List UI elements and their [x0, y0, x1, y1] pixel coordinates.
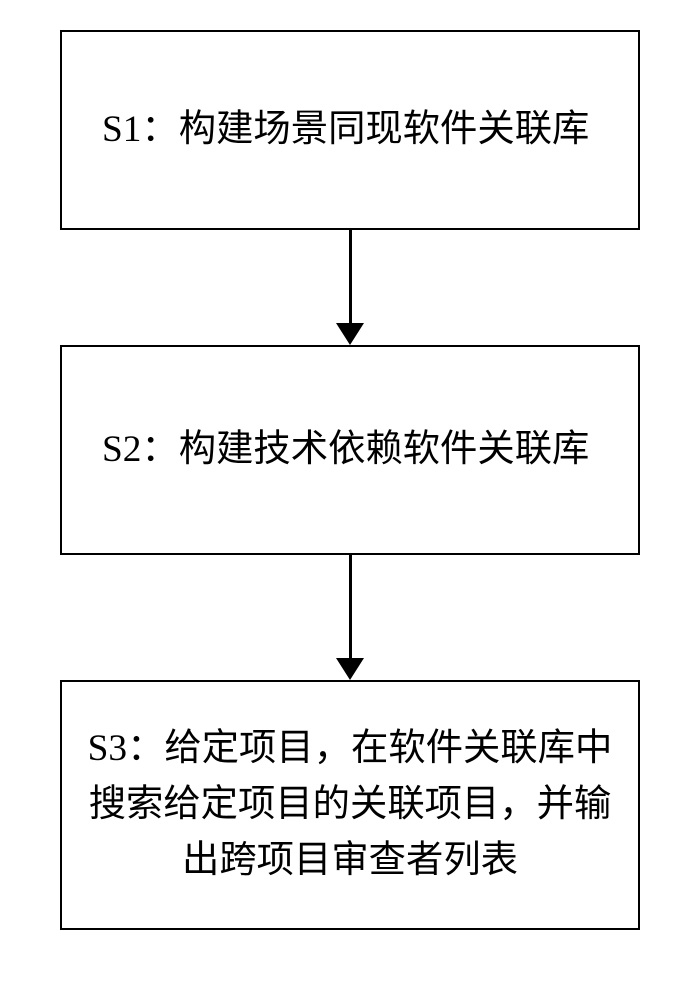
flow-node-s1: S1：构建场景同现软件关联库	[60, 30, 640, 230]
arrow-head-icon	[336, 658, 364, 680]
arrow-head-icon	[336, 323, 364, 345]
flowchart-canvas: S1：构建场景同现软件关联库 S2：构建技术依赖软件关联库 S3：给定项目，在软…	[0, 0, 697, 984]
arrow-shaft	[349, 555, 352, 658]
flow-node-s3-label: S3：给定项目，在软件关联库中搜索给定项目的关联项目，并输出跨项目审查者列表	[82, 721, 618, 889]
flow-node-s2: S2：构建技术依赖软件关联库	[60, 345, 640, 555]
flow-node-s1-label: S1：构建场景同现软件关联库	[102, 102, 589, 158]
flow-node-s2-label: S2：构建技术依赖软件关联库	[102, 422, 589, 478]
arrow-shaft	[349, 230, 352, 323]
flow-node-s3: S3：给定项目，在软件关联库中搜索给定项目的关联项目，并输出跨项目审查者列表	[60, 680, 640, 930]
